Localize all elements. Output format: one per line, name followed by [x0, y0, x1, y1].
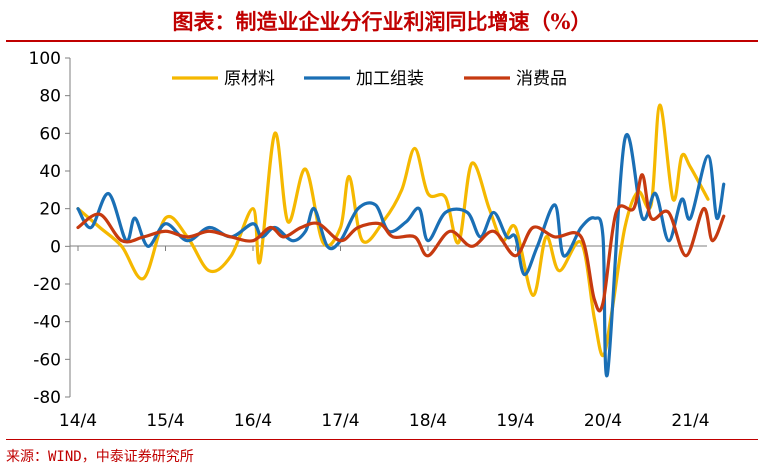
- y-tick-label: -60: [33, 350, 61, 370]
- chart-title: 图表：制造业企业分行业利润同比增速（%）: [172, 9, 592, 34]
- y-tick-label: -80: [33, 388, 61, 408]
- y-tick-label: 20: [39, 200, 61, 220]
- title-bar: 图表：制造业企业分行业利润同比增速（%）: [0, 0, 764, 40]
- y-tick-label: -40: [33, 313, 61, 333]
- legend-processing-label: 加工组装: [356, 69, 424, 89]
- series-line-raw-materials: [76, 103, 710, 358]
- x-tick-label: 16/4: [234, 411, 272, 431]
- title-divider: [6, 40, 758, 42]
- footer-divider: [6, 439, 758, 440]
- x-tick-label: 17/4: [321, 411, 359, 431]
- y-tick-label: 80: [39, 87, 61, 107]
- series-line-consumer: [76, 173, 726, 313]
- source-note: 来源：WIND，中泰证券研究所: [6, 449, 194, 465]
- y-tick-label: 40: [39, 162, 61, 182]
- x-tick-label: 14/4: [59, 411, 97, 431]
- legend-consumer-label: 消费品: [516, 69, 567, 89]
- y-tick-label: 0: [50, 237, 61, 257]
- x-tick-label: 18/4: [409, 411, 447, 431]
- y-tick-label: 100: [29, 49, 61, 69]
- x-tick-label: 15/4: [146, 411, 184, 431]
- x-tick-label: 19/4: [496, 411, 534, 431]
- x-tick-label: 21/4: [671, 411, 709, 431]
- x-tick-label: 20/4: [584, 411, 622, 431]
- series-line-processing: [76, 133, 726, 378]
- y-tick-label: 60: [39, 124, 61, 144]
- y-tick-label: -20: [33, 275, 61, 295]
- legend-raw-materials-label: 原材料: [224, 69, 275, 89]
